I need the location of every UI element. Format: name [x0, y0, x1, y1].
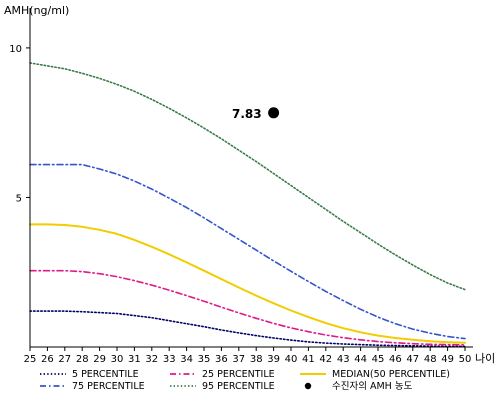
legend-item: 5 PERCENTILE: [40, 369, 139, 380]
legend-item: 75 PERCENTILE: [40, 381, 145, 392]
x-tick-label: 27: [58, 354, 71, 365]
x-tick-label: 40: [285, 354, 298, 365]
x-tick-label: 44: [354, 354, 367, 365]
legend-item: 수진자의 AMH 농도: [304, 381, 413, 392]
x-tick-label: 41: [302, 354, 315, 365]
x-tick-label: 49: [441, 354, 454, 365]
series-line-25-percentile: [29, 269, 466, 346]
x-tick-label: 37: [232, 354, 245, 365]
x-axis-title: 나이: [475, 352, 495, 365]
series-line-75-percentile: [29, 163, 466, 340]
legend-item: 95 PERCENTILE: [170, 381, 275, 392]
axes-layer: AMH(ng/ml) 나이: [4, 4, 495, 365]
series-layer: [29, 62, 466, 348]
subject-amh-value-label: 7.83: [232, 107, 262, 121]
x-tick-label: 50: [459, 354, 472, 365]
x-tick-label: 47: [406, 354, 419, 365]
legend-label: 25 PERCENTILE: [202, 369, 275, 380]
ticks-layer: 25 26 27 28 29 30 31 32 33 34 35 36 37 38 39 40 41 42 43 44…: [9, 44, 471, 365]
point-layer: 7.83: [232, 107, 280, 121]
x-tick-label: 38: [250, 354, 263, 365]
x-tick-label: 25: [24, 354, 37, 365]
x-tick-label: 33: [163, 354, 176, 365]
legend-label: 5 PERCENTILE: [72, 369, 139, 380]
legend-label: 75 PERCENTILE: [72, 381, 145, 392]
x-tick-label: 39: [267, 354, 280, 365]
legend-marker: [304, 382, 312, 390]
legend-item: 25 PERCENTILE: [170, 369, 275, 380]
x-tick-label: 45: [372, 354, 385, 365]
y-tick-label: 5: [16, 193, 22, 204]
x-tick-label: 46: [389, 354, 402, 365]
x-tick-label: 32: [145, 354, 158, 365]
x-tick-label: 26: [41, 354, 54, 365]
x-tick-label: 35: [198, 354, 211, 365]
x-tick-label: 28: [76, 354, 89, 365]
x-tick-label: 36: [215, 354, 228, 365]
series-line-95-percentile: [29, 62, 466, 291]
y-tick-label: 10: [9, 44, 22, 55]
subject-amh-point: [268, 107, 280, 119]
legend-label: MEDIAN(50 PERCENTILE): [332, 369, 450, 380]
x-tick-label: 42: [319, 354, 332, 365]
x-tick-label: 34: [180, 354, 193, 365]
x-tick-label: 48: [424, 354, 437, 365]
x-tick-label: 31: [128, 354, 141, 365]
x-tick-label: 30: [111, 354, 124, 365]
legend: 5 PERCENTILE 25 PERCENTILE MEDIAN(50 PERCE…: [40, 369, 450, 392]
legend-label: 수진자의 AMH 농도: [332, 381, 413, 392]
legend-item: MEDIAN(50 PERCENTILE): [300, 369, 450, 380]
series-line-median-50-percentile: [29, 223, 466, 344]
y-axis-title: AMH(ng/ml): [4, 4, 69, 17]
x-tick-label: 29: [93, 354, 106, 365]
x-tick-label: 43: [337, 354, 350, 365]
legend-label: 95 PERCENTILE: [202, 381, 275, 392]
series-line-5-percentile: [29, 310, 466, 348]
